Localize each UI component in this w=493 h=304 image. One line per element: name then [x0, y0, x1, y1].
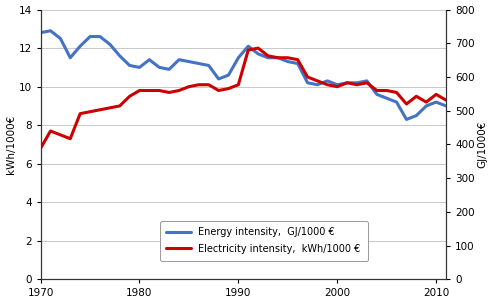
Electricity intensity,  kWh/1000 € [166, 91, 172, 94]
Line: Electricity intensity,  kWh/1000 €: Electricity intensity, kWh/1000 € [40, 48, 446, 148]
Energy intensity,  GJ/1000 € [87, 35, 93, 38]
Energy intensity,  GJ/1000 € [225, 73, 231, 77]
Electricity intensity,  kWh/1000 € [156, 89, 162, 92]
Energy intensity,  GJ/1000 € [37, 31, 43, 35]
Energy intensity,  GJ/1000 € [275, 56, 281, 60]
Energy intensity,  GJ/1000 € [433, 100, 439, 104]
Energy intensity,  GJ/1000 € [364, 79, 370, 83]
Energy intensity,  GJ/1000 € [344, 81, 350, 85]
Energy intensity,  GJ/1000 € [215, 77, 221, 81]
Energy intensity,  GJ/1000 € [324, 79, 330, 83]
Line: Energy intensity,  GJ/1000 €: Energy intensity, GJ/1000 € [40, 31, 446, 119]
Electricity intensity,  kWh/1000 € [246, 48, 251, 52]
Energy intensity,  GJ/1000 € [68, 56, 73, 60]
Energy intensity,  GJ/1000 € [176, 58, 182, 61]
Energy intensity,  GJ/1000 € [156, 66, 162, 69]
Energy intensity,  GJ/1000 € [127, 64, 133, 67]
Electricity intensity,  kWh/1000 € [384, 89, 389, 92]
Electricity intensity,  kWh/1000 € [87, 110, 93, 113]
Electricity intensity,  kWh/1000 € [206, 83, 211, 87]
Electricity intensity,  kWh/1000 € [255, 46, 261, 50]
Electricity intensity,  kWh/1000 € [265, 54, 271, 58]
Energy intensity,  GJ/1000 € [206, 64, 211, 67]
Electricity intensity,  kWh/1000 € [77, 112, 83, 116]
Electricity intensity,  kWh/1000 € [275, 56, 281, 60]
Electricity intensity,  kWh/1000 € [47, 129, 53, 133]
Energy intensity,  GJ/1000 € [334, 83, 340, 87]
Energy intensity,  GJ/1000 € [315, 83, 320, 87]
Electricity intensity,  kWh/1000 € [127, 95, 133, 98]
Electricity intensity,  kWh/1000 € [334, 85, 340, 88]
Energy intensity,  GJ/1000 € [47, 29, 53, 33]
Electricity intensity,  kWh/1000 € [324, 83, 330, 87]
Electricity intensity,  kWh/1000 € [176, 89, 182, 92]
Energy intensity,  GJ/1000 € [414, 114, 420, 117]
Electricity intensity,  kWh/1000 € [403, 102, 409, 106]
Energy intensity,  GJ/1000 € [186, 60, 192, 64]
Electricity intensity,  kWh/1000 € [236, 83, 242, 87]
Electricity intensity,  kWh/1000 € [344, 81, 350, 85]
Energy intensity,  GJ/1000 € [57, 37, 63, 40]
Energy intensity,  GJ/1000 € [443, 104, 449, 108]
Electricity intensity,  kWh/1000 € [374, 89, 380, 92]
Energy intensity,  GJ/1000 € [305, 81, 311, 85]
Electricity intensity,  kWh/1000 € [285, 56, 291, 60]
Energy intensity,  GJ/1000 € [285, 60, 291, 64]
Energy intensity,  GJ/1000 € [166, 67, 172, 71]
Legend: Energy intensity,  GJ/1000 €, Electricity intensity,  kWh/1000 €: Energy intensity, GJ/1000 €, Electricity… [160, 221, 368, 261]
Electricity intensity,  kWh/1000 € [443, 98, 449, 102]
Energy intensity,  GJ/1000 € [236, 56, 242, 60]
Energy intensity,  GJ/1000 € [77, 44, 83, 48]
Electricity intensity,  kWh/1000 € [315, 79, 320, 83]
Y-axis label: GJ/1000€: GJ/1000€ [477, 121, 488, 168]
Electricity intensity,  kWh/1000 € [146, 89, 152, 92]
Energy intensity,  GJ/1000 € [246, 44, 251, 48]
Electricity intensity,  kWh/1000 € [225, 87, 231, 90]
Electricity intensity,  kWh/1000 € [295, 58, 301, 61]
Electricity intensity,  kWh/1000 € [117, 104, 123, 108]
Y-axis label: kWh/1000€: kWh/1000€ [5, 115, 16, 174]
Energy intensity,  GJ/1000 € [107, 43, 113, 46]
Energy intensity,  GJ/1000 € [403, 118, 409, 121]
Energy intensity,  GJ/1000 € [354, 81, 360, 85]
Electricity intensity,  kWh/1000 € [137, 89, 142, 92]
Electricity intensity,  kWh/1000 € [433, 92, 439, 96]
Electricity intensity,  kWh/1000 € [423, 100, 429, 104]
Electricity intensity,  kWh/1000 € [37, 147, 43, 150]
Electricity intensity,  kWh/1000 € [393, 91, 399, 94]
Energy intensity,  GJ/1000 € [384, 96, 389, 100]
Energy intensity,  GJ/1000 € [255, 52, 261, 56]
Electricity intensity,  kWh/1000 € [196, 83, 202, 87]
Energy intensity,  GJ/1000 € [295, 62, 301, 65]
Electricity intensity,  kWh/1000 € [414, 95, 420, 98]
Electricity intensity,  kWh/1000 € [354, 83, 360, 87]
Electricity intensity,  kWh/1000 € [68, 137, 73, 140]
Energy intensity,  GJ/1000 € [97, 35, 103, 38]
Energy intensity,  GJ/1000 € [196, 62, 202, 65]
Energy intensity,  GJ/1000 € [146, 58, 152, 61]
Energy intensity,  GJ/1000 € [137, 66, 142, 69]
Energy intensity,  GJ/1000 € [265, 56, 271, 60]
Energy intensity,  GJ/1000 € [393, 100, 399, 104]
Electricity intensity,  kWh/1000 € [186, 85, 192, 88]
Electricity intensity,  kWh/1000 € [97, 108, 103, 112]
Electricity intensity,  kWh/1000 € [107, 106, 113, 110]
Electricity intensity,  kWh/1000 € [305, 75, 311, 79]
Electricity intensity,  kWh/1000 € [215, 89, 221, 92]
Electricity intensity,  kWh/1000 € [57, 133, 63, 137]
Energy intensity,  GJ/1000 € [117, 54, 123, 58]
Energy intensity,  GJ/1000 € [423, 104, 429, 108]
Electricity intensity,  kWh/1000 € [364, 81, 370, 85]
Energy intensity,  GJ/1000 € [374, 92, 380, 96]
